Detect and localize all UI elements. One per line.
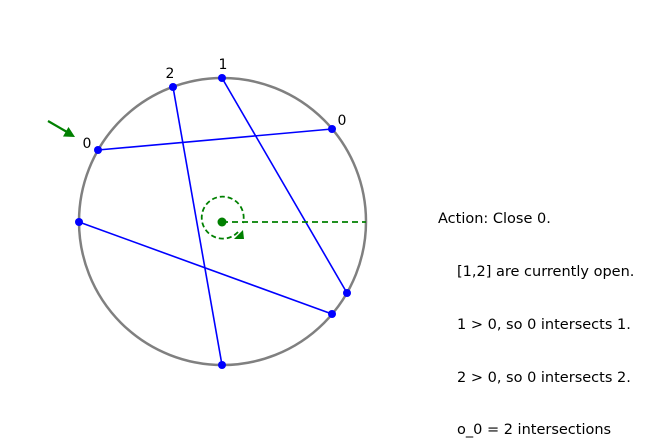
rotation-arrow-icon bbox=[200, 195, 245, 240]
chord-endpoint bbox=[343, 289, 351, 297]
chord-endpoint bbox=[328, 125, 336, 133]
chord-endpoint bbox=[218, 74, 226, 82]
chord-2 bbox=[172, 86, 223, 366]
chord-endpoint bbox=[94, 146, 102, 154]
action-detail-line: [1,2] are currently open. bbox=[457, 263, 635, 280]
explanation-panel: Action: Close 0. [1,2] are currently ope… bbox=[438, 138, 634, 444]
action-detail-line: 1 > 0, so 0 intersects 1. bbox=[457, 316, 631, 333]
chord-endpoint bbox=[328, 310, 336, 318]
point-label: 1 bbox=[219, 57, 228, 73]
chord-3 bbox=[78, 221, 333, 315]
action-text: Action: Close 0. bbox=[438, 211, 551, 228]
chord-0 bbox=[97, 128, 333, 151]
action-detail-line: 2 > 0, so 0 intersects 2. bbox=[457, 369, 631, 386]
action-explanation: Action: Close 0. [1,2] are currently ope… bbox=[438, 176, 634, 444]
chord-endpoint bbox=[75, 218, 83, 226]
action-detail-line: o_0 = 2 intersections bbox=[457, 422, 612, 439]
chord-endpoint bbox=[218, 361, 226, 369]
point-label: 0 bbox=[83, 136, 92, 152]
chord-endpoint bbox=[169, 83, 177, 91]
center-point bbox=[217, 217, 227, 227]
point-label: 0 bbox=[338, 113, 347, 129]
point-label: 2 bbox=[166, 66, 175, 82]
pointer-arrow-icon bbox=[47, 120, 75, 137]
chord-1 bbox=[221, 77, 348, 294]
